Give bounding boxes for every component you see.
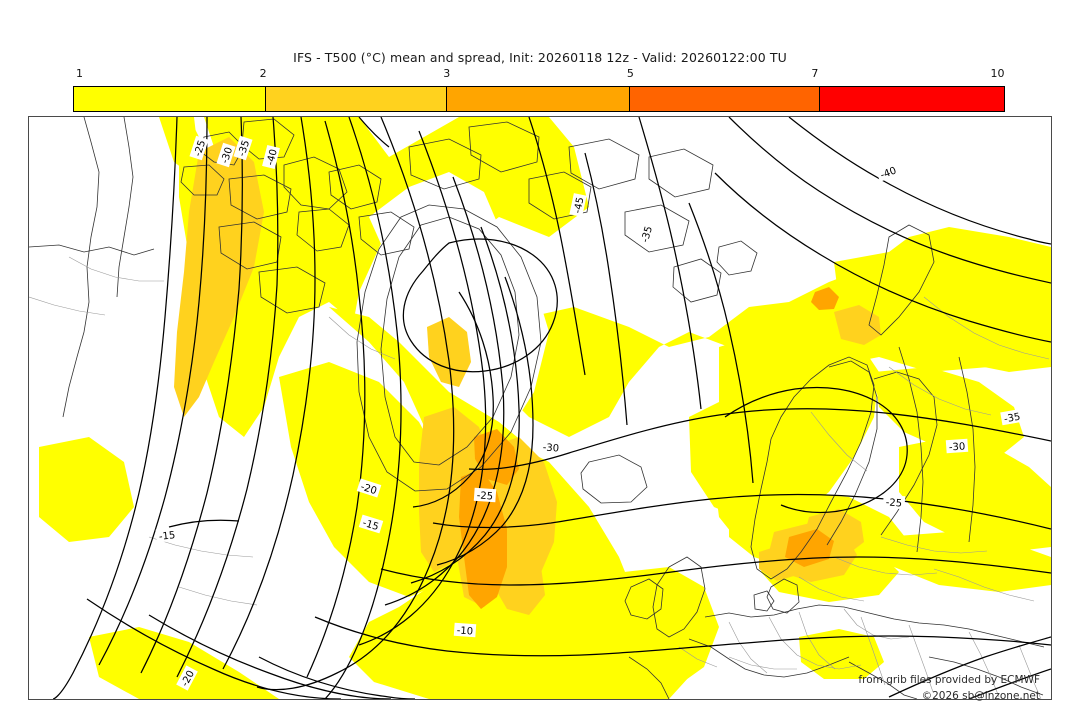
contour-label-bg bbox=[473, 487, 497, 503]
contour-label-bg bbox=[539, 439, 563, 455]
colorbar-tick-5: 5 bbox=[626, 67, 634, 80]
contour-label-text: -35 bbox=[640, 225, 655, 244]
contour-label-bg bbox=[233, 135, 253, 161]
contour-label-text: -25 bbox=[193, 139, 209, 158]
colorbar-tick-2: 2 bbox=[259, 67, 267, 80]
contour-label-bg bbox=[216, 142, 236, 168]
colorbar-segment-1-2 bbox=[74, 87, 266, 111]
contour-label: -35 bbox=[233, 135, 253, 161]
map-canvas[interactable]: -25 -30 -35 -40 -45 -35 -40 -35 -30 -30 -25 -25 -20-… bbox=[28, 116, 1052, 700]
contour-labels: -25 -30 -35 -40-45-35-40-35-30-30-25-25-20-… bbox=[155, 135, 1024, 691]
contour-label: -15 bbox=[358, 514, 384, 534]
contour-label-text: -35 bbox=[237, 139, 253, 158]
contour-label-text: -25 bbox=[885, 497, 902, 509]
contour-label-text: -20 bbox=[359, 482, 378, 498]
colorbar-segment-2-3 bbox=[265, 87, 447, 111]
contour-label: -30 bbox=[216, 142, 236, 168]
contour-label-text: -25 bbox=[476, 490, 493, 502]
coastlines bbox=[29, 117, 1045, 699]
colorbar-tick-labels: 1 2 3 5 7 10 bbox=[73, 67, 1005, 83]
contour-label-text: -40 bbox=[879, 165, 898, 181]
contour-label: -25 bbox=[189, 135, 209, 161]
contour-label: -40 bbox=[262, 144, 280, 170]
source-credit: from grib files provided by ECMWF bbox=[858, 674, 1040, 686]
contour-label-text: -35 bbox=[1003, 412, 1021, 426]
contour-label: -15 bbox=[155, 527, 179, 543]
colorbar-tick-1: 1 bbox=[76, 67, 84, 80]
contour-label-bg bbox=[356, 478, 382, 498]
contour-label: -30 bbox=[945, 438, 969, 454]
colorbar-segment-7-10 bbox=[819, 87, 1004, 111]
contour-label-bg bbox=[945, 438, 969, 454]
contour-label-text: -40 bbox=[265, 148, 280, 167]
colorbar-tick-7: 7 bbox=[811, 67, 819, 80]
contour-label: -35 bbox=[636, 221, 656, 247]
contour-label-bg bbox=[636, 221, 656, 247]
contour-label: -25 bbox=[473, 487, 497, 503]
contour-label: -45 bbox=[569, 193, 587, 217]
contour-label-bg bbox=[875, 162, 901, 182]
map-graphic: -25 -30 -35 -40-45-35-40-35-30-30-25-25-20-… bbox=[29, 117, 1051, 699]
contour-label-bg bbox=[453, 622, 477, 638]
contour-label-bg bbox=[358, 514, 384, 534]
colorbar-segment-3-5 bbox=[446, 87, 631, 111]
contour-label: -35 bbox=[1000, 408, 1024, 426]
contour-label-bg bbox=[189, 135, 209, 161]
contour-label: -30 bbox=[539, 439, 563, 455]
contour-label-text: -30 bbox=[949, 441, 966, 453]
contour-label-bg bbox=[569, 193, 587, 217]
colorbar-tick-10: 10 bbox=[990, 67, 1005, 80]
contour-label-bg bbox=[155, 527, 179, 543]
contour-label-text: -30 bbox=[220, 146, 236, 165]
contour-label-bg bbox=[176, 665, 198, 691]
contour-label: -20 bbox=[356, 478, 382, 498]
colorbar-gradient bbox=[73, 86, 1005, 112]
contour-label-text: -15 bbox=[158, 530, 175, 543]
colorbar-segment-5-7 bbox=[630, 87, 820, 111]
copyright-credit: ©2026 sb@inzone.net bbox=[921, 690, 1040, 702]
contour-label-text: -30 bbox=[542, 442, 559, 454]
contour-label: -10 bbox=[453, 622, 477, 638]
contour-label: -40 bbox=[875, 162, 901, 182]
contour-label: -25 bbox=[882, 494, 906, 510]
temperature-contours bbox=[52, 117, 1051, 699]
contour-label-text: -45 bbox=[572, 196, 586, 214]
contour-label-bg bbox=[1000, 408, 1024, 426]
spread-colorbar: 1 2 3 5 7 10 bbox=[73, 67, 1005, 112]
colorbar-tick-3: 3 bbox=[443, 67, 451, 80]
contour-label-text: -15 bbox=[361, 518, 380, 533]
contour-label-text: -10 bbox=[456, 625, 473, 637]
contour-label-bg bbox=[262, 144, 280, 170]
contour-label-bg bbox=[882, 494, 906, 510]
page-title: IFS - T500 (°C) mean and spread, Init: 2… bbox=[293, 50, 787, 65]
